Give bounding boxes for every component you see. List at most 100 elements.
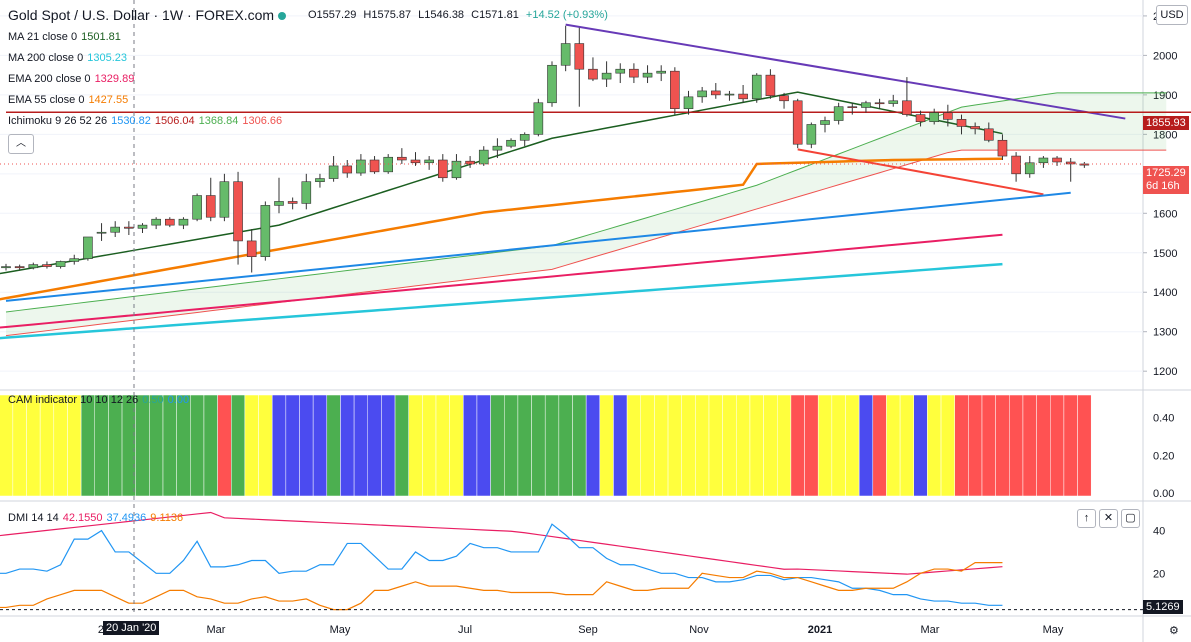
last-price-tag: 1725.29 6d 16h: [1143, 166, 1189, 194]
cam-bar: [67, 394, 82, 497]
cam-bar: [613, 394, 628, 497]
cam-bar: [831, 394, 846, 497]
candle-body: [287, 201, 298, 204]
cam-bar: [353, 394, 369, 497]
candle-body: [1011, 155, 1021, 175]
cam-bar: [749, 394, 764, 497]
time-axis-label: Mar: [921, 624, 940, 636]
candle-body: [274, 201, 284, 206]
cam-bar: [981, 394, 996, 497]
time-axis-label: Mar: [207, 624, 226, 636]
candle-body: [792, 100, 803, 145]
cam-bar: [626, 394, 641, 497]
resistance-price-tag: 1855.93: [1143, 116, 1189, 130]
candle-body: [342, 165, 353, 174]
candle-body: [506, 139, 516, 147]
time-axis-label: Nov: [689, 624, 709, 636]
cam-bar: [231, 394, 246, 497]
candle-body: [547, 64, 557, 104]
cam-bar: [285, 394, 300, 497]
time-axis-label: May: [330, 624, 351, 636]
cam-bar: [1022, 394, 1037, 497]
price-tick-label: 1500: [1153, 248, 1177, 260]
candle-body: [738, 93, 748, 100]
candle-body: [1065, 161, 1076, 165]
cam-bar: [1050, 394, 1065, 497]
dmi-tick-label: 40: [1153, 526, 1165, 538]
cam-bar: [271, 394, 287, 497]
cam-bar: [80, 394, 95, 497]
candle-body: [861, 102, 871, 108]
legend-cam[interactable]: CAM indicator 10 10 12 26 0.50 0.00: [8, 394, 190, 406]
maximize-pane-button[interactable]: ▢: [1121, 509, 1140, 528]
cam-bar: [408, 394, 423, 497]
candle-body: [751, 74, 762, 100]
cam-bar: [790, 394, 805, 497]
candle-body: [833, 106, 844, 121]
candle-body: [328, 165, 339, 179]
cam-bar: [599, 394, 614, 497]
cam-bar: [217, 394, 232, 497]
candle-body: [779, 95, 789, 102]
price-tick-label: 1400: [1153, 287, 1177, 299]
candle-body: [260, 205, 271, 258]
currency-button[interactable]: USD: [1156, 5, 1188, 25]
cam-bar: [149, 394, 164, 497]
cam-bar: [940, 394, 955, 497]
candle-body: [28, 264, 39, 269]
close-pane-button[interactable]: ✕: [1099, 509, 1118, 528]
settings-gear-icon[interactable]: ⚙: [1169, 625, 1179, 637]
move-up-button[interactable]: ↑: [1077, 509, 1096, 528]
legend-dmi[interactable]: DMI 14 14 42.1550 37.4936 9.1136: [8, 512, 184, 524]
candle-body: [205, 195, 216, 218]
cam-bar: [340, 394, 355, 497]
candle-body: [110, 226, 120, 233]
candle-body: [437, 159, 448, 179]
candle-body: [137, 224, 148, 229]
cam-bar: [722, 394, 737, 497]
cam-bar: [12, 394, 27, 497]
legend-ma200[interactable]: MA 200 close 0 1305.23: [8, 52, 127, 64]
cam-bar: [886, 394, 901, 497]
cam-bar: [504, 394, 519, 497]
candle-body: [710, 90, 721, 96]
dmi-last-tag: 5.1269: [1143, 600, 1183, 614]
legend-ema55[interactable]: EMA 55 close 0 1427.55: [8, 94, 129, 106]
cam-bar: [544, 394, 560, 497]
cam-bar: [463, 394, 478, 497]
candle-body: [847, 106, 858, 109]
cam-bar: [640, 394, 655, 497]
cam-bar: [258, 394, 273, 497]
candle-body: [96, 231, 107, 234]
cam-bar: [667, 394, 682, 497]
close-value: C1571.81: [471, 9, 519, 21]
trendline-down-channel-bottom: [797, 148, 1044, 196]
cam-bar: [954, 394, 969, 497]
chart-title: Gold Spot / U.S. Dollar · 1W · FOREX.com: [8, 7, 286, 23]
collapse-legend-button[interactable]: ︿: [8, 134, 34, 154]
cam-bar: [26, 394, 41, 497]
legend-ma21[interactable]: MA 21 close 0 1501.81: [8, 31, 121, 43]
dmi-tick-label: 20: [1153, 568, 1165, 580]
candle-body: [615, 68, 626, 74]
candle-body: [246, 240, 257, 258]
candle-body: [465, 160, 475, 165]
trendline-down-channel-top: [565, 23, 1126, 120]
cam-bar: [558, 394, 573, 497]
candle-body: [560, 43, 571, 66]
candle-body: [1038, 157, 1049, 164]
candle-body: [724, 93, 735, 96]
legend-ema200[interactable]: EMA 200 close 0 1329.89: [8, 73, 135, 85]
legend-ichimoku[interactable]: Ichimoku 9 26 52 26 1530.82 1506.04 1368.84…: [8, 115, 283, 127]
candle-body: [970, 126, 980, 130]
cam-bar: [777, 394, 792, 497]
dmi-plus-line: [0, 511, 1003, 575]
cam-bar: [176, 394, 191, 497]
candle-body: [178, 218, 189, 226]
time-axis-label: Jul: [458, 624, 472, 636]
cam-bar: [913, 394, 928, 497]
ma200-line: [0, 262, 1003, 340]
candle-body: [588, 68, 598, 80]
cam-bar: [244, 394, 259, 497]
